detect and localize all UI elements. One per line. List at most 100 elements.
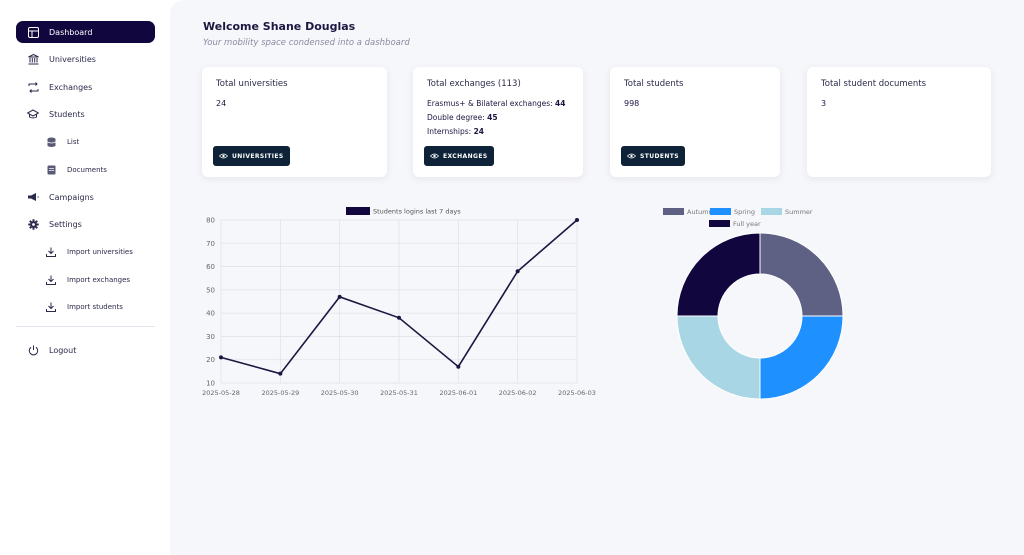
sidebar-item-universities[interactable]: Universities [16, 49, 155, 71]
exchange-line: Double degree: 45 [427, 113, 569, 122]
data-point [397, 315, 401, 320]
universities-button[interactable]: UNIVERSITIES [213, 146, 290, 166]
legend-swatch [663, 208, 684, 215]
x-tick-label: 2025-06-03 [558, 389, 596, 397]
line-label: Erasmus+ & Bilateral exchanges: [427, 99, 553, 108]
exchange-line: Erasmus+ & Bilateral exchanges: 44 [427, 99, 569, 108]
button-label: STUDENTS [640, 152, 680, 160]
card-value: 998 [624, 99, 640, 108]
exchange-line: Internships: 24 [427, 127, 569, 136]
data-point [575, 218, 579, 222]
sidebar-item-label: Import students [67, 303, 123, 311]
x-tick-label: 2025-05-30 [321, 389, 359, 397]
y-tick-label: 50 [206, 286, 215, 294]
line-value: 44 [555, 99, 566, 108]
sidebar-item-students[interactable]: Students [16, 104, 155, 126]
sidebar-item-label: Students [49, 110, 85, 119]
card-title: Total students [624, 79, 684, 89]
card-students: Total students 998 STUDENTS [610, 67, 780, 177]
data-point [456, 364, 461, 369]
sidebar-item-dashboard[interactable]: Dashboard [16, 21, 155, 43]
students-button[interactable]: STUDENTS [621, 146, 686, 166]
logout-label: Logout [49, 345, 77, 355]
sidebar-item-import-students[interactable]: Import students [16, 296, 155, 318]
sidebar-item-list[interactable]: List [16, 131, 155, 153]
card-title: Total exchanges (113) [427, 79, 521, 89]
sidebar-item-label: Settings [49, 220, 82, 229]
university-icon [26, 53, 40, 67]
x-tick-label: 2025-06-01 [439, 389, 477, 397]
y-tick-label: 40 [206, 310, 215, 318]
data-point [337, 294, 342, 299]
legend-label: Summer [785, 208, 813, 216]
dashboard-icon [26, 25, 40, 39]
exchange-icon [26, 80, 40, 94]
data-point [515, 269, 520, 274]
download-icon [44, 245, 58, 259]
page-subtitle: Your mobility space condensed into a das… [203, 38, 410, 48]
sidebar-divider [16, 326, 155, 327]
card-exchanges: Total exchanges (113) Erasmus+ & Bilater… [413, 67, 583, 177]
download-icon [44, 273, 58, 287]
data-point [278, 371, 283, 376]
main-content: Welcome Shane Douglas Your mobility spac… [170, 0, 1024, 555]
y-tick-label: 20 [206, 356, 215, 364]
eye-icon [430, 153, 439, 159]
card-value: 24 [216, 99, 227, 108]
sidebar-item-import-exchanges[interactable]: Import exchanges [16, 269, 155, 291]
eye-icon [219, 153, 228, 159]
y-tick-label: 80 [206, 217, 215, 225]
button-label: UNIVERSITIES [232, 152, 284, 160]
sidebar-item-import-universities[interactable]: Import universities [16, 241, 155, 263]
card-universities: Total universities 24 UNIVERSITIES [202, 67, 387, 177]
gear-icon [26, 218, 40, 232]
sidebar-item-label: Import universities [67, 248, 133, 256]
legend-label: Spring [734, 208, 755, 216]
donut-chart: Autumn Spring Summer Full year [663, 208, 844, 400]
legend-label: Students logins last 7 days [373, 208, 461, 216]
line-chart: 10 20 30 40 50 60 70 80 2025-05-28 2025-05-29 2025… [202, 207, 596, 397]
sidebar-item-label: Universities [49, 55, 96, 64]
card-title: Total universities [216, 79, 288, 89]
sidebar-item-documents[interactable]: Documents [16, 159, 155, 181]
power-icon [26, 343, 40, 357]
page-title: Welcome Shane Douglas [203, 20, 356, 33]
sidebar-item-exchanges[interactable]: Exchanges [16, 76, 155, 98]
legend-swatch [710, 208, 731, 215]
sidebar-item-label: Documents [67, 165, 107, 174]
sidebar-item-label: Import exchanges [67, 275, 131, 284]
x-tick-label: 2025-05-29 [261, 389, 299, 397]
sidebar-item-label: List [67, 138, 80, 146]
card-title: Total student documents [821, 79, 927, 89]
y-tick-label: 70 [206, 240, 215, 248]
y-tick-label: 60 [206, 263, 215, 271]
exchanges-button[interactable]: EXCHANGES [424, 146, 494, 166]
y-tick-label: 30 [206, 333, 215, 341]
line-value: 45 [487, 113, 498, 122]
sidebar-item-label: Dashboard [49, 27, 93, 37]
card-value: 3 [821, 99, 827, 108]
sidebar-item-label: Campaigns [49, 192, 94, 202]
legend-swatch [709, 220, 730, 227]
legend-swatch [346, 207, 370, 215]
sidebar-item-settings[interactable]: Settings [16, 214, 155, 236]
button-label: EXCHANGES [443, 152, 488, 160]
legend-label: Autumn [687, 208, 713, 216]
sidebar: Dashboard Universities Exchanges Student… [0, 0, 170, 555]
line-value: 24 [473, 127, 484, 136]
document-icon [44, 163, 58, 177]
download-icon [44, 300, 58, 314]
legend-swatch [761, 208, 782, 215]
sidebar-item-campaigns[interactable]: Campaigns [16, 186, 155, 208]
logout-button[interactable]: Logout [16, 339, 155, 361]
graduation-cap-icon [26, 108, 40, 122]
y-tick-label: 10 [206, 380, 215, 388]
donut-slice [676, 232, 761, 317]
donut-slice [759, 232, 844, 317]
donut-slice [759, 315, 844, 400]
line-label: Internships: [427, 127, 472, 136]
sidebar-item-label: Exchanges [49, 82, 93, 92]
megaphone-icon [26, 190, 40, 204]
data-point [219, 355, 223, 360]
eye-icon [627, 153, 636, 159]
